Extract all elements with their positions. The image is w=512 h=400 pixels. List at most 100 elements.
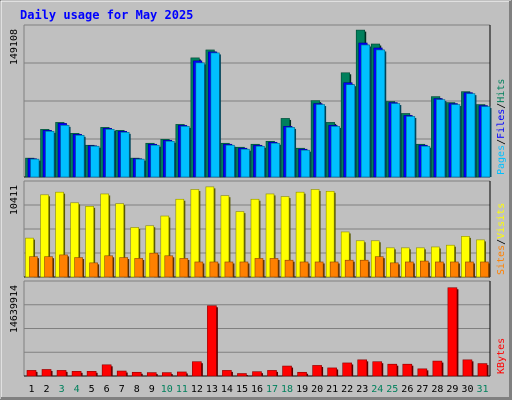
bar-pages-day-26 (406, 116, 416, 178)
x-tick-label: 24 (371, 384, 383, 395)
bar-kbytes-day-2 (41, 369, 52, 377)
bar-pages-day-7 (120, 132, 130, 178)
legend-entry-visits: Visits (496, 203, 507, 239)
bar-pages-day-5 (90, 145, 100, 178)
bar-kbytes-day-10 (161, 372, 172, 377)
x-tick-label: 15 (236, 384, 248, 395)
bar-sites-day-15 (239, 261, 249, 278)
bar-pages-day-21 (330, 126, 340, 178)
bar-sites-day-23 (359, 259, 369, 278)
panel-kbytes: 14639914 KBytes (9, 280, 507, 377)
bar-kbytes-day-25 (387, 363, 398, 377)
legend: Pages/Files/Hits (496, 79, 507, 175)
bar-kbytes-day-22 (342, 362, 352, 377)
bar-sites-day-10 (164, 255, 174, 278)
x-tick-label: 20 (311, 384, 323, 395)
ymax-label: 10411 (9, 185, 20, 215)
bar-kbytes-day-3 (56, 370, 67, 377)
bar-kbytes-day-5 (86, 371, 97, 377)
bar-sites-day-7 (119, 257, 128, 278)
bar-pages-day-19 (300, 149, 310, 178)
x-tick-label: 12 (191, 384, 203, 395)
bar-sites-day-11 (179, 258, 189, 278)
bar-pages-day-12 (195, 62, 205, 178)
bar-kbytes-day-1 (26, 370, 37, 377)
bar-kbytes-day-19 (297, 371, 307, 377)
x-tick-label: 25 (386, 384, 398, 395)
x-tick-label: 5 (89, 384, 95, 395)
bar-kbytes-day-26 (402, 363, 413, 377)
bar-pages-day-4 (75, 135, 85, 178)
bar-kbytes-day-29 (447, 287, 458, 377)
legend: Sites/Visits (496, 203, 507, 275)
bar-sites-day-8 (134, 258, 144, 278)
x-tick-label: 27 (416, 384, 428, 395)
bar-kbytes-day-18 (282, 365, 292, 377)
bar-pages-day-31 (481, 106, 491, 178)
bar-pages-day-15 (240, 148, 250, 178)
panel-visits-sites: 10411 Sites/Visits (9, 180, 507, 278)
bar-kbytes-day-12 (192, 361, 202, 377)
bar-kbytes-day-15 (237, 373, 247, 377)
x-tick-label: 13 (206, 384, 218, 395)
x-tick-label: 29 (446, 384, 458, 395)
bar-sites-day-22 (344, 259, 354, 278)
x-tick-label: 26 (401, 384, 413, 395)
bar-pages-day-27 (421, 145, 431, 178)
bar-sites-day-3 (59, 254, 68, 278)
x-tick-label: 4 (74, 384, 80, 395)
legend-separator: / (496, 239, 507, 245)
x-tick-label: 30 (461, 384, 473, 395)
bar-sites-day-4 (74, 257, 83, 278)
bar-pages-day-9 (150, 144, 160, 178)
bar-kbytes-day-16 (252, 371, 262, 377)
bar-sites-day-5 (89, 262, 98, 278)
bar-sites-day-6 (104, 255, 113, 278)
x-tick-label: 2 (44, 384, 50, 395)
x-tick-label: 21 (326, 384, 338, 395)
bar-kbytes-day-7 (116, 370, 127, 377)
bar-sites-day-16 (254, 258, 264, 278)
x-tick-label: 19 (296, 384, 308, 395)
bar-pages-day-14 (225, 144, 235, 178)
bar-sites-day-17 (269, 258, 279, 278)
bar-pages-day-13 (210, 52, 220, 178)
bar-sites-day-21 (329, 261, 339, 278)
bar-pages-day-25 (390, 103, 401, 178)
bar-kbytes-day-11 (177, 371, 187, 377)
bar-kbytes-day-30 (462, 359, 473, 377)
ymax-label: 14639914 (9, 285, 20, 333)
x-tick-label: 18 (281, 384, 293, 395)
bar-sites-day-1 (29, 256, 38, 278)
bar-kbytes-day-6 (101, 364, 112, 377)
panel-hits-files-pages: 149108 Pages/Files/Hits (9, 24, 507, 178)
x-tick-label: 9 (149, 384, 155, 395)
bar-sites-day-19 (299, 261, 309, 278)
bar-pages-day-22 (345, 84, 355, 178)
bar-kbytes-day-14 (222, 370, 232, 377)
bar-pages-day-24 (375, 49, 386, 178)
legend: KBytes (496, 338, 507, 374)
bar-kbytes-day-4 (71, 371, 82, 377)
ymax-label: 149108 (9, 29, 20, 65)
x-tick-label: 22 (341, 384, 353, 395)
bar-sites-day-26 (405, 261, 414, 278)
x-tick-label: 10 (161, 384, 173, 395)
bar-kbytes-day-20 (312, 365, 322, 377)
x-tick-label: 1 (29, 384, 35, 395)
panels-layer: 149108Pages/Files/Hits10411Sites/Visits1… (9, 24, 507, 377)
x-tick-label: 11 (176, 384, 188, 395)
legend-entry-pages: Pages (496, 145, 507, 175)
bar-sites-day-2 (44, 256, 53, 278)
chart-title: Daily usage for May 2025 (20, 8, 193, 22)
bar-kbytes-day-9 (146, 372, 157, 377)
bar-sites-day-25 (389, 262, 399, 278)
bar-sites-day-31 (480, 261, 489, 278)
bar-pages-day-28 (436, 99, 446, 178)
legend-entry-hits: Hits (496, 79, 507, 103)
bar-kbytes-day-27 (417, 368, 428, 377)
bar-kbytes-day-17 (267, 370, 277, 377)
bar-pages-day-16 (255, 145, 265, 178)
bar-sites-day-14 (224, 261, 234, 278)
bar-sites-day-20 (314, 261, 324, 278)
